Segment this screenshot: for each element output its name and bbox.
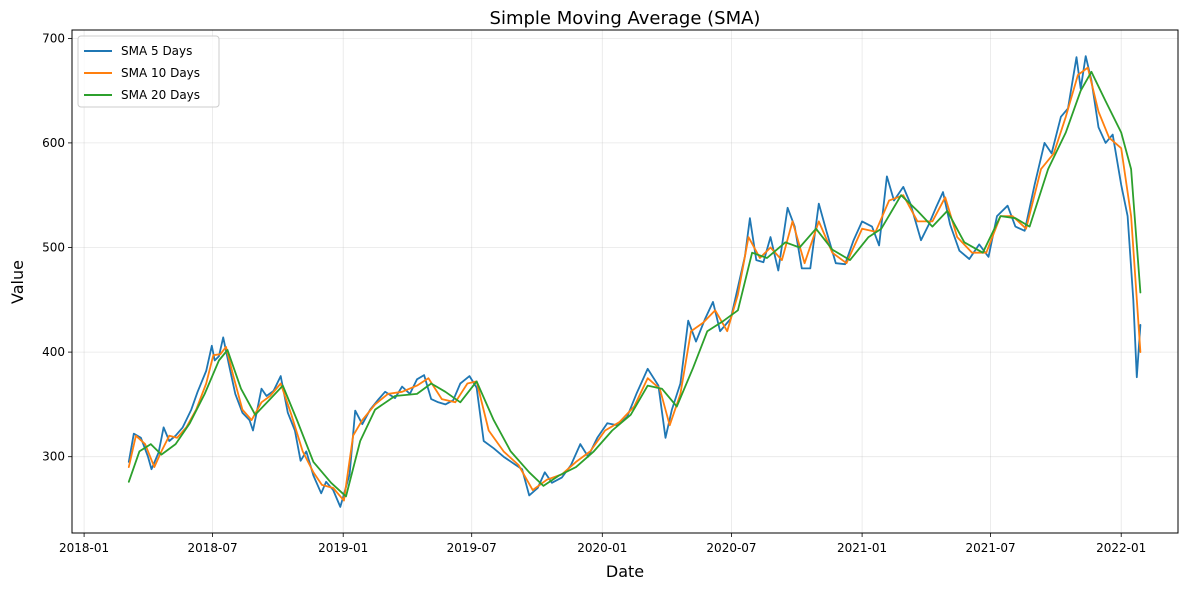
series-line-sma-20 <box>127 70 1142 498</box>
x-tick-label: 2022-01 <box>1096 541 1146 555</box>
y-tick-label: 700 <box>42 31 65 45</box>
y-tick-label: 600 <box>42 136 65 150</box>
legend-label-sma-5: SMA 5 Days <box>121 44 192 58</box>
legend-box <box>77 35 220 108</box>
y-axis-label: Value <box>8 260 27 304</box>
x-tick-label: 2020-01 <box>577 541 627 555</box>
axis-ticks: 2018-01 2018-07 2019-01 2019-07 2020-01 2020-… <box>42 31 1146 555</box>
x-tick-label: 2020-07 <box>706 541 756 555</box>
x-tick-label: 2019-07 <box>447 541 497 555</box>
legend: SMA 5 Days SMA 10 Days SMA 20 Days <box>77 35 220 108</box>
x-tick-label: 2021-01 <box>837 541 887 555</box>
legend-label-sma-10: SMA 10 Days <box>121 66 200 80</box>
y-tick-label: 300 <box>42 450 65 464</box>
y-tick-label: 500 <box>42 241 65 255</box>
y-tick-label: 400 <box>42 345 65 359</box>
x-axis-label: Date <box>606 562 644 581</box>
legend-label-sma-20: SMA 20 Days <box>121 88 200 102</box>
series-line-sma-10 <box>127 66 1142 502</box>
x-tick-label: 2018-01 <box>59 541 109 555</box>
plot-frame <box>71 29 1179 534</box>
x-tick-label: 2021-07 <box>966 541 1016 555</box>
grid-lines <box>72 30 1178 533</box>
series-lines <box>127 55 1142 508</box>
chart-title: Simple Moving Average (SMA) <box>490 8 761 29</box>
x-tick-label: 2018-07 <box>188 541 238 555</box>
x-tick-label: 2019-01 <box>318 541 368 555</box>
